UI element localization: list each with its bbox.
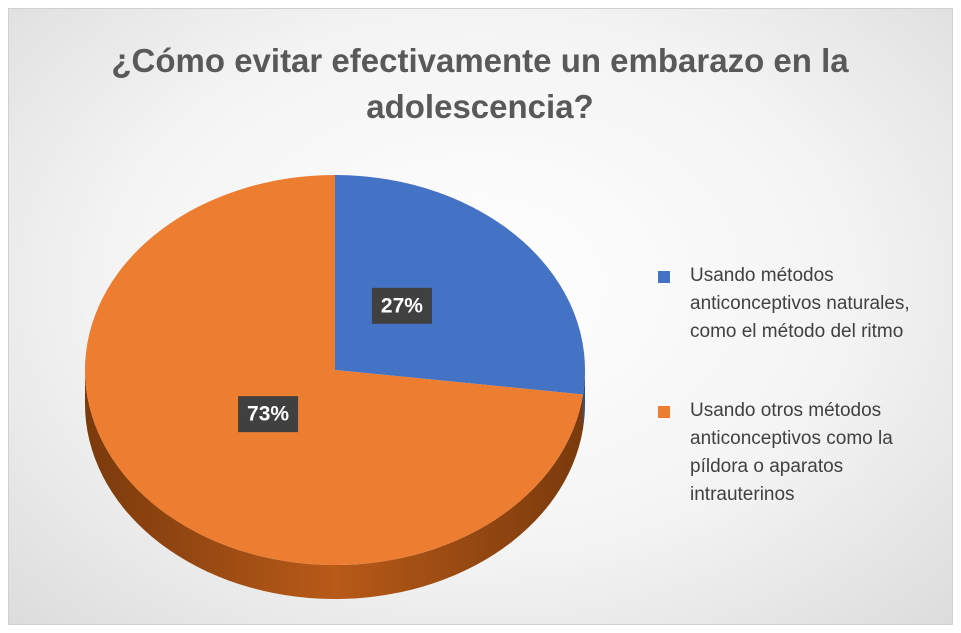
value-label: 73% (247, 403, 289, 426)
value-label-box (238, 396, 299, 433)
legend-label: Usando otros métodos anticonceptivos com… (690, 400, 893, 505)
value-label: 27% (381, 294, 423, 317)
slice (85, 175, 584, 565)
slice (335, 175, 585, 395)
legend-label: Usando métodos anticonceptivos naturales… (690, 265, 910, 342)
legend-swatch (658, 406, 670, 418)
legend-swatch (658, 271, 670, 283)
slice-side (84, 370, 584, 600)
chart-title: ¿Cómo evitar efectivamente un embarazo e… (111, 42, 849, 125)
value-label-box (371, 287, 432, 324)
slice-side (583, 370, 585, 429)
